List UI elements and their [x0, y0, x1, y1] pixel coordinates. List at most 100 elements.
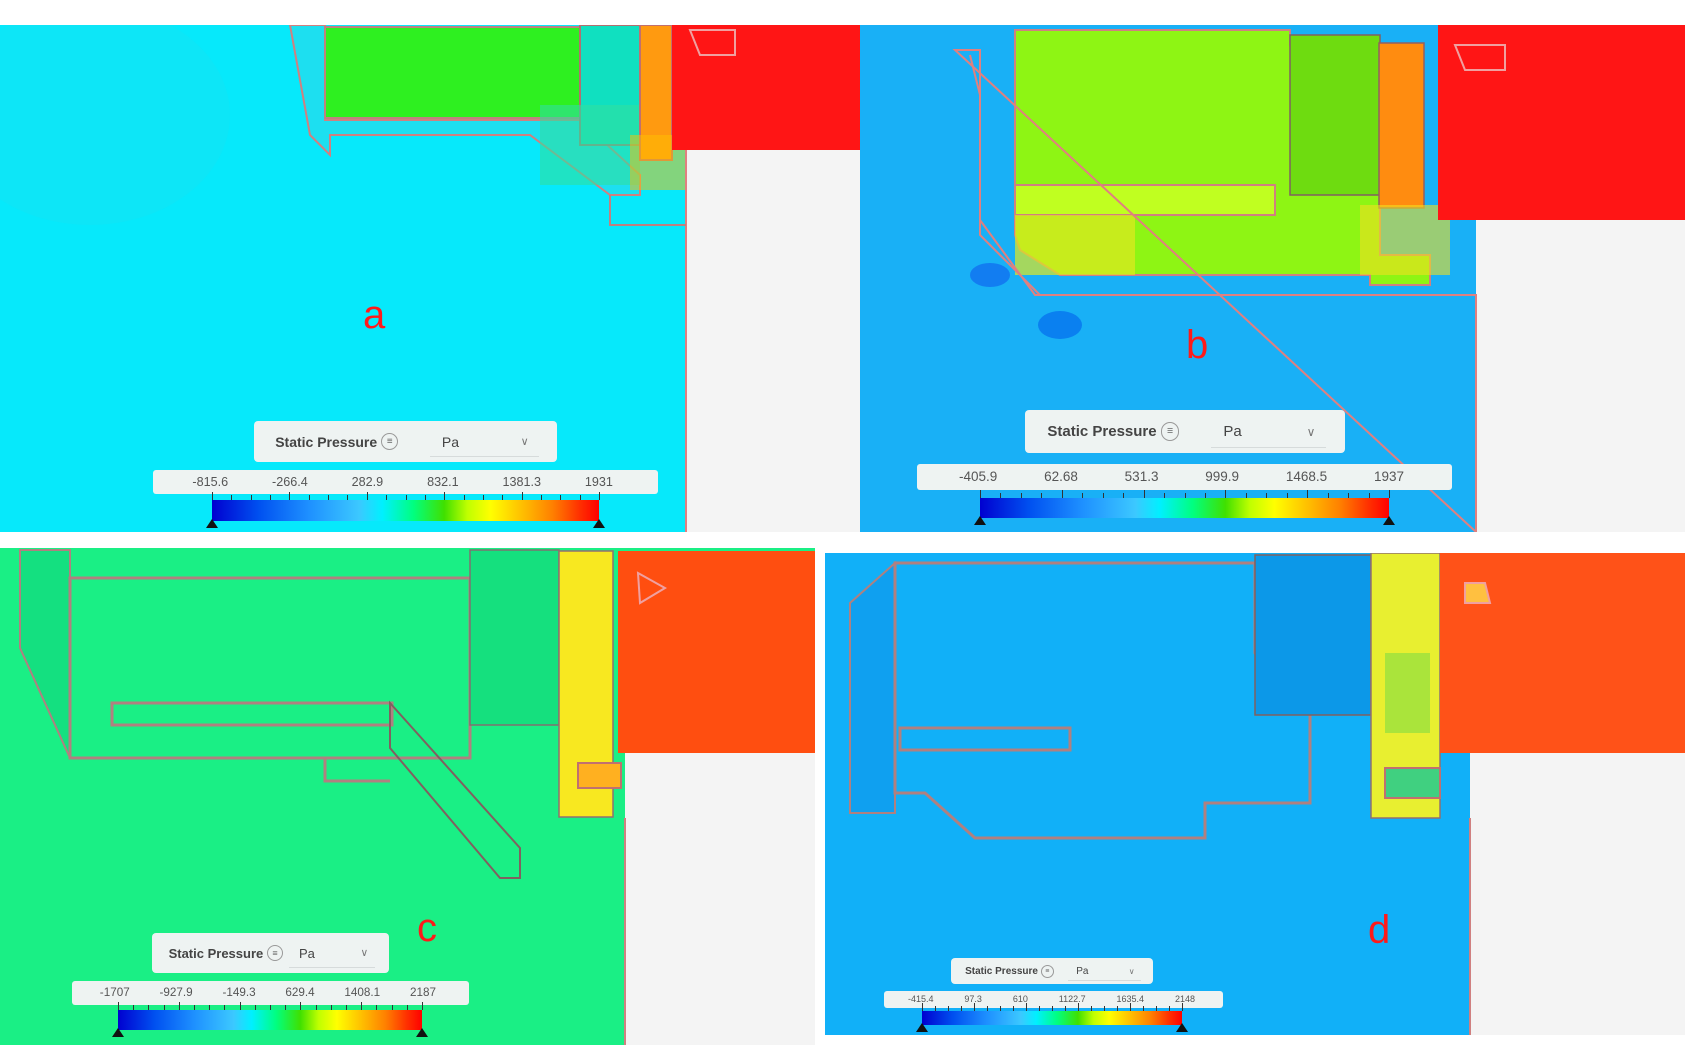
unit-select[interactable]: Pa: [441, 433, 459, 450]
max-clip-handle[interactable]: [1383, 516, 1395, 525]
minor-tick: [579, 495, 581, 500]
max-clip-handle[interactable]: [593, 519, 605, 528]
min-clip-handle[interactable]: [112, 1028, 124, 1037]
minor-tick: [1082, 493, 1084, 498]
major-tick: [521, 492, 523, 500]
tick-label: -415.4: [908, 994, 934, 1004]
tick-label: -266.4: [272, 475, 308, 489]
chevron-down-icon[interactable]: ∨: [1128, 966, 1135, 976]
min-clip-handle[interactable]: [206, 519, 218, 528]
minor-tick: [376, 1005, 378, 1010]
minor-tick: [1368, 493, 1370, 498]
panel-label-a: a: [363, 293, 386, 337]
minor-tick: [406, 1005, 408, 1010]
minor-tick: [1169, 1006, 1170, 1011]
tick-label: 999.9: [1205, 469, 1240, 484]
panel-a: [0, 25, 860, 532]
minor-tick: [560, 495, 562, 500]
min-clip-handle[interactable]: [916, 1023, 928, 1032]
pressure-contour-d: [825, 553, 1685, 1035]
tick-labels: -815.6 -266.4 282.9 832.1 1381.3 1931: [153, 470, 658, 494]
tick-label: -927.9: [159, 986, 193, 999]
major-tick: [599, 492, 600, 500]
minor-tick: [1327, 493, 1329, 498]
unit-select[interactable]: Pa: [1076, 965, 1089, 977]
field-selector[interactable]: Static Pressure ≡ Pa ∨: [1025, 410, 1345, 453]
unit-underline: [1210, 446, 1326, 448]
major-tick: [922, 1003, 923, 1011]
minor-tick: [405, 495, 407, 500]
field-name: Static Pressure: [168, 945, 264, 961]
major-tick: [1307, 490, 1309, 498]
minor-tick: [1204, 493, 1206, 498]
minor-tick: [386, 495, 388, 500]
tick-labels: -415.4 97.3 610 1122.7 1635.4 2148: [884, 991, 1223, 1008]
minor-tick: [1286, 493, 1288, 498]
colormap-bar: [922, 1011, 1182, 1025]
tick-label: 1381.3: [502, 475, 542, 489]
equals-circle-icon[interactable]: ≡: [1040, 964, 1054, 978]
colormap-bar: [212, 500, 599, 521]
max-clip-handle[interactable]: [1176, 1023, 1188, 1032]
tick-label: 1468.5: [1285, 469, 1328, 484]
major-tick: [118, 1002, 119, 1010]
tick-label: -1707: [99, 986, 130, 999]
max-clip-handle[interactable]: [416, 1028, 428, 1037]
unit-select[interactable]: Pa: [1223, 423, 1242, 440]
minor-tick: [1184, 493, 1186, 498]
tick-label: -149.3: [222, 986, 256, 999]
panel-label-c: c: [417, 906, 437, 950]
field-selector[interactable]: Static Pressure ≡ Pa ∨: [152, 933, 389, 973]
minor-tick: [948, 1006, 949, 1011]
major-tick: [1225, 490, 1227, 498]
minor-tick: [463, 495, 465, 500]
minor-tick: [1123, 493, 1125, 498]
minor-tick: [347, 495, 349, 500]
field-selector[interactable]: Static Pressure ≡ Pa ∨: [951, 958, 1153, 984]
min-clip-handle[interactable]: [974, 516, 986, 525]
major-tick: [444, 492, 446, 500]
minor-tick: [270, 495, 272, 500]
minor-tick: [133, 1005, 135, 1010]
minor-tick: [1117, 1006, 1118, 1011]
pressure-contour-a: [0, 25, 860, 532]
chevron-down-icon[interactable]: ∨: [1306, 424, 1316, 439]
unit-select[interactable]: Pa: [298, 945, 315, 961]
minor-tick: [1104, 1006, 1105, 1011]
minor-tick: [1091, 1006, 1092, 1011]
tick-label: 1122.7: [1058, 994, 1086, 1004]
tick-labels: -1707 -927.9 -149.3 629.4 1408.1 2187: [72, 981, 469, 1005]
minor-tick: [1052, 1006, 1053, 1011]
minor-tick: [1164, 493, 1166, 498]
minor-tick: [391, 1005, 393, 1010]
panel-label-d: d: [1368, 908, 1391, 952]
minor-tick: [1245, 493, 1247, 498]
minor-tick: [209, 1005, 211, 1010]
pressure-contour-b: [860, 25, 1685, 532]
tick-label: -815.6: [192, 475, 229, 489]
major-tick: [1061, 490, 1063, 498]
tick-label: 2187: [409, 986, 436, 999]
minor-tick: [1348, 493, 1350, 498]
tick-label: -405.9: [959, 469, 998, 484]
chevron-down-icon[interactable]: ∨: [520, 436, 529, 448]
colormap-bar: [980, 498, 1389, 518]
unit-underline: [429, 456, 539, 458]
minor-tick: [231, 495, 233, 500]
minor-tick: [224, 1005, 226, 1010]
chevron-down-icon[interactable]: ∨: [360, 948, 369, 959]
minor-tick: [1266, 493, 1268, 498]
major-tick: [1130, 1003, 1131, 1011]
minor-tick: [328, 495, 330, 500]
equals-circle-icon[interactable]: ≡: [266, 944, 284, 962]
minor-tick: [270, 1005, 271, 1010]
minor-tick: [502, 495, 504, 500]
minor-tick: [254, 1005, 256, 1010]
minor-tick: [194, 1005, 195, 1010]
minor-tick: [961, 1006, 962, 1011]
major-tick: [300, 1002, 302, 1010]
panel-label-b: b: [1186, 323, 1209, 367]
equals-circle-icon[interactable]: ≡: [1160, 422, 1180, 441]
equals-circle-icon[interactable]: ≡: [381, 432, 399, 451]
field-selector[interactable]: Static Pressure ≡ Pa ∨: [254, 421, 557, 462]
